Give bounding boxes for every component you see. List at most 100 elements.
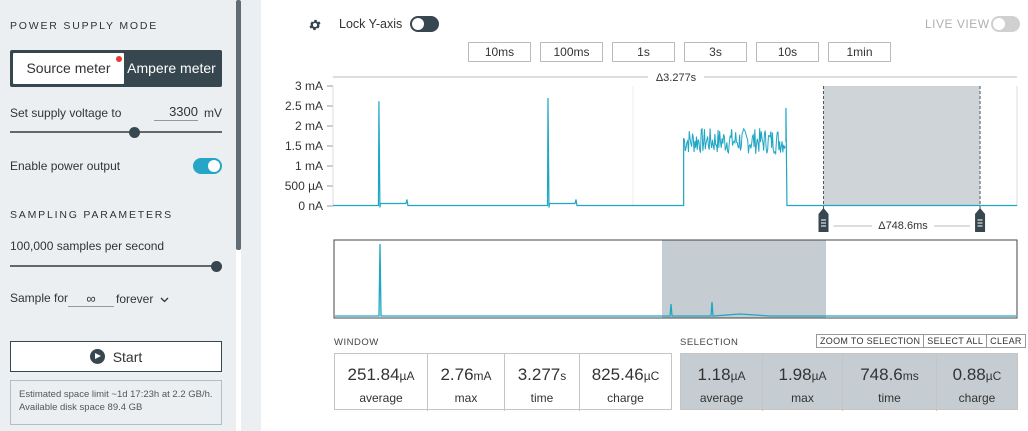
stat-label: average	[699, 391, 744, 405]
select-all-button[interactable]: SELECT ALL	[923, 334, 988, 348]
power-output-label: Enable power output	[10, 159, 121, 173]
selection-layer[interactable]	[818, 86, 986, 232]
y-axis: 3 mA 2.5 mA 2 mA 1.5 mA 1 mA 500 µA 0 nA	[285, 79, 333, 213]
stat-value: 3.277	[517, 365, 561, 384]
sampling-title: SAMPLING PARAMETERS	[10, 209, 173, 221]
stat-value: 251.84	[347, 365, 400, 384]
stat-value: 825.46	[591, 365, 644, 384]
selection-actions: ZOOM TO SELECTION SELECT ALL CLEAR	[816, 334, 1026, 348]
span-layer: Δ3.277s Δ748.6ms	[333, 72, 1017, 232]
voltage-slider-track[interactable]	[10, 131, 222, 133]
lock-y-axis-toggle[interactable]	[410, 16, 439, 32]
selection-stats: 1.18µA average 1.98µA max 748.6ms time 0…	[680, 353, 1018, 411]
sample-rate-slider-track[interactable]	[10, 265, 222, 267]
sidebar: POWER SUPPLY MODE Source meter Ampere me…	[0, 0, 236, 431]
y-tick-label: 2 mA	[295, 119, 323, 133]
stat-value: 1.18	[697, 365, 731, 384]
stat-unit: µC	[643, 369, 660, 383]
time-button-10s[interactable]: 10s	[756, 42, 819, 62]
toggle-knob	[208, 160, 220, 172]
selection-stats-title: SELECTION	[680, 337, 739, 348]
stat-label: charge	[607, 391, 644, 405]
window-stats-title: WINDOW	[334, 337, 379, 348]
stat-value: 748.6	[860, 365, 903, 384]
y-tick-label: 1.5 mA	[285, 139, 323, 153]
time-button-10ms[interactable]: 10ms	[468, 42, 531, 62]
current-trace	[333, 97, 685, 208]
selection-start-handle[interactable]	[818, 208, 829, 232]
stat-unit: ms	[902, 369, 919, 383]
sidebar-scrollbar[interactable]	[236, 0, 241, 250]
power-output-toggle[interactable]	[193, 158, 222, 174]
voltage-input[interactable]	[154, 103, 198, 121]
y-tick-label: 2.5 mA	[285, 99, 323, 113]
sample-unit-dropdown[interactable]: forever	[116, 292, 169, 306]
y-tick-label: 1 mA	[295, 159, 323, 173]
stat-label: max	[791, 391, 814, 405]
selection-end-handle[interactable]	[975, 208, 986, 232]
sample-for-label: Sample for	[10, 291, 69, 305]
gear-icon[interactable]	[308, 18, 322, 32]
minimap-trace	[335, 243, 1016, 317]
ampere-meter-button[interactable]: Ampere meter	[127, 60, 216, 76]
power-mode-toggle[interactable]: Source meter Ampere meter	[10, 50, 222, 87]
stat-unit: s	[560, 369, 567, 383]
minimap-window-region	[662, 240, 826, 318]
power-supply-title: POWER SUPPLY MODE	[10, 20, 159, 32]
selection-max: 1.98µA max	[762, 354, 842, 411]
sample-unit-label: forever	[116, 292, 154, 306]
source-meter-label: Source meter	[26, 60, 111, 76]
window-stats: 251.84µA average 2.76mA max 3.277s time …	[334, 353, 672, 411]
source-meter-button[interactable]: Source meter	[13, 53, 124, 84]
stat-label: max	[454, 391, 478, 405]
toggle-knob	[412, 18, 424, 30]
stat-label: time	[878, 391, 901, 405]
stat-unit: µC	[985, 369, 1002, 383]
selection-span-label: Δ748.6ms	[878, 220, 928, 232]
stat-label: time	[530, 391, 554, 405]
stat-value: 1.98	[778, 365, 812, 384]
trace-layer	[333, 97, 1017, 208]
sidebar-gutter	[241, 0, 261, 431]
stat-value: 2.76	[440, 365, 474, 384]
window-time: 3.277s time	[504, 354, 579, 411]
sample-rate-label: 100,000 samples per second	[10, 239, 165, 253]
voltage-slider-thumb[interactable]	[129, 127, 140, 138]
selection-average: 1.18µA average	[681, 354, 762, 411]
stat-label: charge	[958, 391, 996, 405]
start-label: Start	[112, 348, 143, 365]
selection-region	[823, 86, 981, 206]
minimap[interactable]	[333, 239, 1018, 319]
window-span-label: Δ3.277s	[656, 72, 697, 84]
window-charge: 825.46µC charge	[579, 354, 671, 411]
time-button-3s[interactable]: 3s	[684, 42, 747, 62]
live-view-toggle[interactable]	[991, 16, 1020, 32]
chart-area[interactable]: 3 mA 2.5 mA 2 mA 1.5 mA 1 mA 500 µA 0 nA Δ3.27…	[0, 0, 1028, 340]
sample-duration-input[interactable]	[68, 290, 114, 307]
sample-rate-slider-thumb[interactable]	[211, 261, 222, 272]
disk-space-info: Estimated space limit ~1d 17:23h at 2.2 …	[10, 380, 222, 425]
selection-charge: 0.88µC charge	[936, 354, 1017, 411]
stat-unit: µA	[399, 369, 415, 383]
window-max: 2.76mA max	[427, 354, 504, 411]
lock-y-axis-label: Lock Y-axis	[339, 17, 403, 31]
y-tick-label: 0 nA	[298, 199, 323, 213]
play-icon	[89, 349, 105, 364]
zoom-to-selection-button[interactable]: ZOOM TO SELECTION	[816, 334, 925, 348]
time-button-1s[interactable]: 1s	[612, 42, 675, 62]
stat-label: average	[359, 391, 403, 405]
time-button-100ms[interactable]: 100ms	[540, 42, 603, 62]
chevron-down-icon	[160, 297, 169, 303]
time-button-1min[interactable]: 1min	[828, 42, 891, 62]
window-average: 251.84µA average	[335, 354, 427, 411]
selection-time: 748.6ms time	[842, 354, 936, 411]
stat-unit: mA	[473, 369, 492, 383]
voltage-unit: mV	[204, 106, 222, 120]
stat-value: 0.88	[952, 365, 986, 384]
stat-unit: µA	[730, 369, 746, 383]
clear-selection-button[interactable]: CLEAR	[986, 334, 1026, 348]
y-tick-label: 3 mA	[295, 79, 323, 93]
stat-unit: µA	[811, 369, 827, 383]
start-button[interactable]: Start	[10, 341, 222, 372]
active-indicator-dot	[116, 56, 122, 62]
